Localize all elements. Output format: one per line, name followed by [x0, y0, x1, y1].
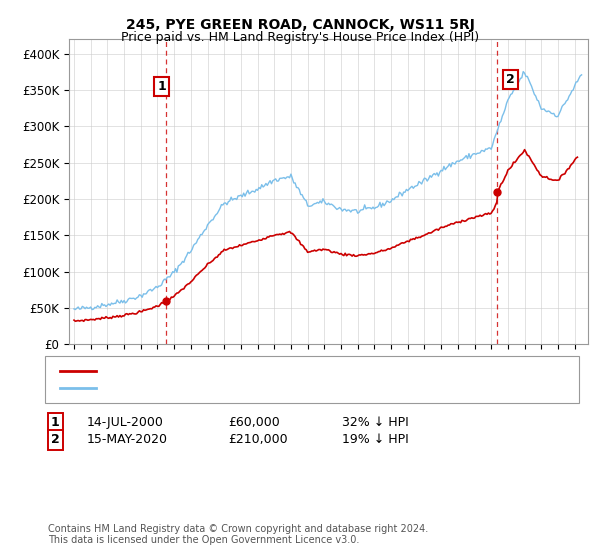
Text: 15-MAY-2020: 15-MAY-2020	[87, 433, 168, 446]
Text: 2: 2	[51, 433, 60, 446]
Text: 32% ↓ HPI: 32% ↓ HPI	[342, 416, 409, 430]
Text: 2: 2	[506, 73, 515, 86]
Text: HPI: Average price, detached house, Cannock Chase: HPI: Average price, detached house, Cann…	[102, 383, 395, 393]
Text: 14-JUL-2000: 14-JUL-2000	[87, 416, 164, 430]
Text: 1: 1	[157, 80, 166, 93]
Text: Price paid vs. HM Land Registry's House Price Index (HPI): Price paid vs. HM Land Registry's House …	[121, 31, 479, 44]
Text: £60,000: £60,000	[228, 416, 280, 430]
Text: 245, PYE GREEN ROAD, CANNOCK, WS11 5RJ: 245, PYE GREEN ROAD, CANNOCK, WS11 5RJ	[125, 18, 475, 32]
Text: 19% ↓ HPI: 19% ↓ HPI	[342, 433, 409, 446]
Text: 1: 1	[51, 416, 60, 430]
Text: Contains HM Land Registry data © Crown copyright and database right 2024.
This d: Contains HM Land Registry data © Crown c…	[48, 524, 428, 545]
Text: £210,000: £210,000	[228, 433, 287, 446]
Text: 245, PYE GREEN ROAD, CANNOCK, WS11 5RJ (detached house): 245, PYE GREEN ROAD, CANNOCK, WS11 5RJ (…	[102, 366, 454, 376]
